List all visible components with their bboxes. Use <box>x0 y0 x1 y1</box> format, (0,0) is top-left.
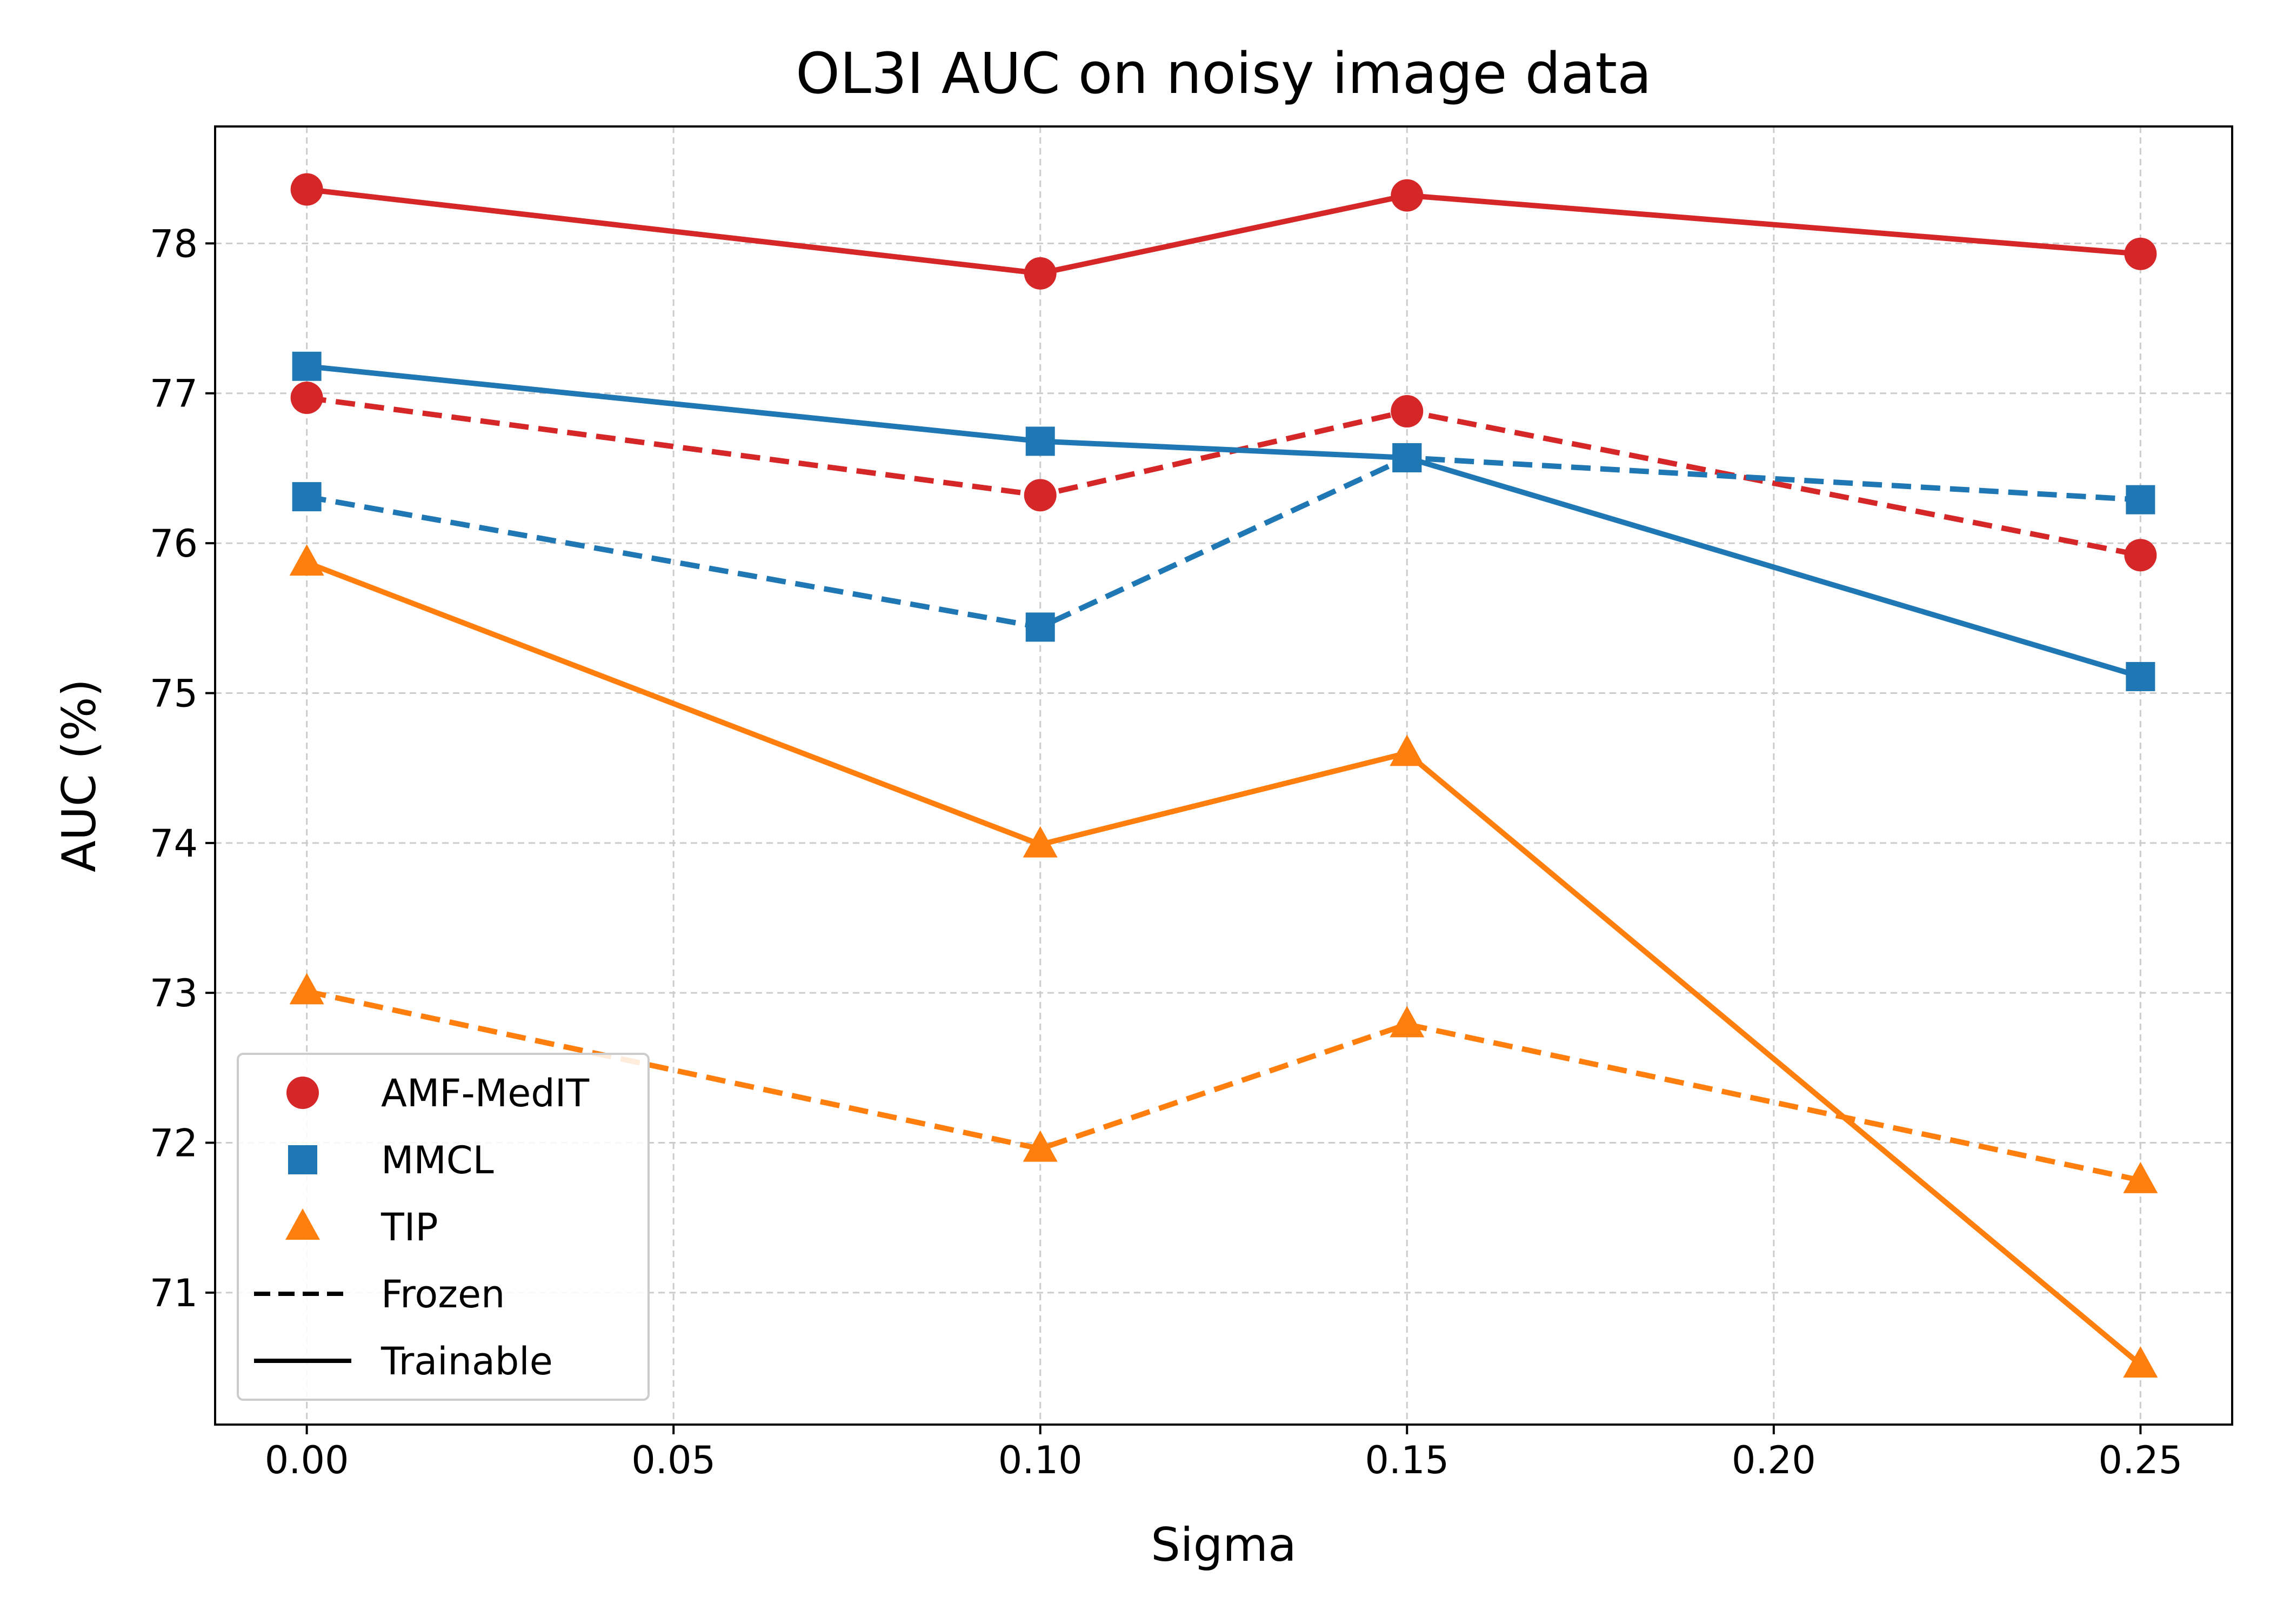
legend-swatch-amf-medit <box>286 1077 319 1109</box>
legend-swatch-mmcl <box>288 1145 317 1174</box>
data-point-tip-trainable <box>289 544 324 576</box>
x-tick-label: 0.25 <box>2098 1438 2182 1482</box>
series-tip-trainable <box>289 544 2158 1378</box>
y-tick-label: 74 <box>150 821 198 866</box>
data-point-tip-frozen <box>289 973 324 1005</box>
series-line-tip-trainable <box>305 560 2142 1367</box>
data-point-tip-frozen <box>1390 1006 1425 1038</box>
data-point-tip-trainable <box>2123 1346 2158 1378</box>
data-point-mmcl-frozen <box>292 482 322 512</box>
plot-area-frame <box>214 125 2233 1426</box>
legend: AMF-MedIT MMCL TIP Frozen Trainable <box>237 1053 650 1401</box>
series-line-amf-medit-trainable <box>306 186 2141 276</box>
series-line-mmcl-frozen <box>306 455 2141 630</box>
series-line-mmcl-trainable <box>306 363 2141 679</box>
data-point-amf-medit-frozen <box>1024 479 1057 512</box>
legend-label-tip: TIP <box>380 1205 438 1249</box>
legend-box <box>237 1053 650 1401</box>
series-mmcl-frozen <box>292 443 2155 642</box>
y-tick-label: 73 <box>150 971 198 1015</box>
x-tick-label: 0.10 <box>998 1438 1083 1482</box>
axis-ticks: 0.00 0.05 0.10 0.15 0.20 0.25 71 72 73 74 75 76 77 78 <box>150 222 2182 1482</box>
data-point-tip-frozen <box>2123 1161 2158 1193</box>
data-point-amf-medit-trainable <box>1391 179 1424 212</box>
legend-label-mmcl: MMCL <box>381 1138 494 1182</box>
series-tip-frozen <box>289 973 2158 1193</box>
y-tick-label: 72 <box>150 1121 198 1166</box>
data-point-tip-trainable <box>1390 734 1425 766</box>
y-tick-label: 75 <box>150 671 198 716</box>
series-line-amf-medit-frozen <box>306 395 2141 558</box>
data-point-amf-medit-frozen <box>1391 395 1424 427</box>
data-point-amf-medit-trainable <box>1024 257 1057 290</box>
x-tick-label: 0.05 <box>631 1438 716 1482</box>
series-amf-medit-frozen <box>290 382 2157 572</box>
y-tick-label: 71 <box>150 1271 198 1315</box>
y-tick-label: 76 <box>150 522 198 566</box>
legend-label-trainable: Trainable <box>380 1339 553 1384</box>
y-tick-label: 78 <box>150 222 198 266</box>
data-point-amf-medit-frozen <box>2124 539 2157 572</box>
legend-label-frozen: Frozen <box>381 1272 505 1316</box>
x-axis-label: Sigma <box>1151 1518 1297 1572</box>
data-point-mmcl-trainable <box>1025 426 1055 456</box>
data-point-mmcl-trainable <box>2126 661 2155 691</box>
data-point-mmcl-frozen <box>1392 443 1422 472</box>
legend-label-amf-medit: AMF-MedIT <box>381 1071 589 1115</box>
data-point-amf-medit-trainable <box>2124 237 2157 270</box>
series-amf-medit-trainable <box>290 173 2157 290</box>
legend-swatch-tip <box>285 1208 320 1240</box>
x-tick-label: 0.20 <box>1732 1438 1816 1482</box>
y-tick-label: 77 <box>150 372 198 416</box>
x-tick-label: 0.15 <box>1365 1438 1449 1482</box>
x-tick-label: 0.00 <box>265 1438 349 1482</box>
y-axis-label: AUC (%) <box>52 679 106 872</box>
series-group <box>289 173 2158 1378</box>
data-point-mmcl-frozen <box>2126 485 2155 514</box>
data-point-mmcl-frozen <box>1025 612 1055 642</box>
data-point-mmcl-trainable <box>292 351 322 381</box>
chart-title: OL3I AUC on noisy image data <box>796 41 1652 106</box>
data-point-amf-medit-trainable <box>290 173 323 206</box>
data-point-amf-medit-frozen <box>290 382 323 415</box>
data-point-tip-trainable <box>1023 826 1058 858</box>
series-line-tip-frozen <box>306 988 2141 1183</box>
data-point-tip-frozen <box>1023 1130 1058 1162</box>
